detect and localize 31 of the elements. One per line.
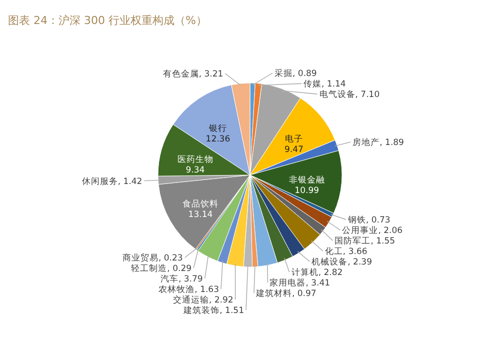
slice-label: 采掘, 0.89: [274, 68, 317, 80]
slice-label: 计算机, 2.82: [291, 267, 343, 278]
data-label: 13.14: [188, 210, 213, 220]
data-label: 9.47: [284, 145, 304, 156]
slice-label: 公用事业, 2.06: [342, 225, 403, 236]
slice-label: 商业贸易, 0.23: [122, 252, 183, 264]
chart-title: 图表 24：沪深 300 行业权重构成（%）: [8, 14, 207, 27]
slice-label: 医药生物: [177, 154, 214, 165]
slice-label: 有色金属, 3.21: [162, 68, 224, 80]
slice-label: 建筑装饰, 1.51: [182, 305, 244, 316]
slice-label: 汽车, 3.79: [160, 274, 203, 285]
slice-label: 轻工制造, 0.29: [131, 263, 192, 274]
slice-label: 食品饮料: [182, 198, 218, 210]
slice-label: 建筑材料, 0.97: [255, 288, 316, 300]
slice-label: 机械设备, 2.39: [312, 256, 372, 268]
slice-label: 钢铁, 0.73: [346, 214, 390, 226]
slice-label: 电气设备, 7.10: [319, 89, 380, 100]
slice-label: 家用电器, 3.41: [270, 278, 330, 289]
slice-label: 休闲服务, 1.42: [82, 176, 142, 187]
slice-label: 非银金融: [288, 174, 325, 186]
slice-label: 银行: [208, 122, 227, 134]
data-label: 10.99: [294, 186, 320, 196]
slice-label: 电子: [284, 134, 303, 145]
data-label: 12.36: [206, 134, 230, 144]
slice-label: 交通运输, 2.92: [172, 294, 234, 306]
slice-label: 房地产, 1.89: [352, 137, 404, 148]
slice-label: 化工, 3.66: [324, 246, 368, 258]
data-label: 9.34: [186, 165, 205, 176]
slice-label: 农林牧渔, 1.63: [158, 284, 220, 296]
slice-label: 传媒, 1.14: [304, 78, 346, 90]
slice-label: 国防军工, 1.55: [334, 236, 396, 247]
